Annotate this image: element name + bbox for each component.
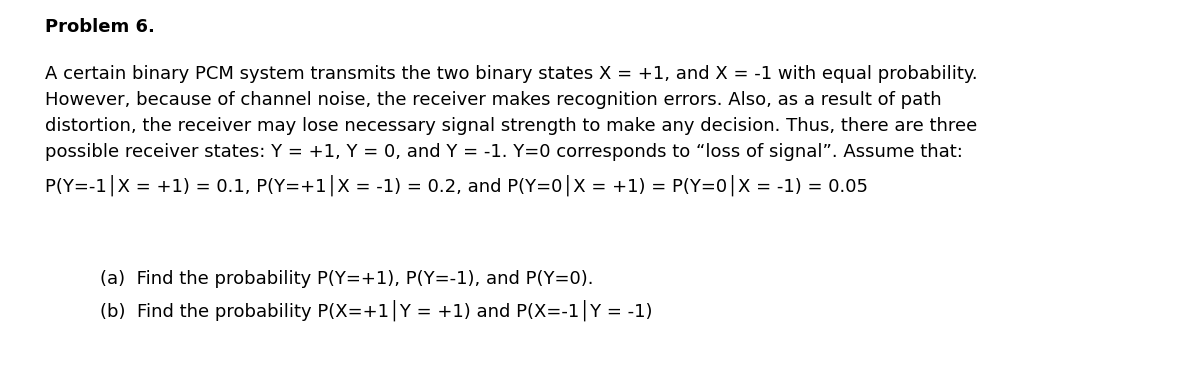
Text: P(Y=-1│X = +1) = 0.1, P(Y=+1│X = -1) = 0.2, and P(Y=0│X = +1) = P(Y=0│X = -1) = : P(Y=-1│X = +1) = 0.1, P(Y=+1│X = -1) = 0…: [46, 175, 868, 196]
Text: A certain binary PCM system transmits the two binary states X = +1, and X = -1 w: A certain binary PCM system transmits th…: [46, 65, 978, 83]
Text: possible receiver states: Y = +1, Y = 0, and Y = -1. Y=0 corresponds to “loss of: possible receiver states: Y = +1, Y = 0,…: [46, 143, 962, 161]
Text: distortion, the receiver may lose necessary signal strength to make any decision: distortion, the receiver may lose necess…: [46, 117, 977, 135]
Text: (a)  Find the probability P(Y=+1), P(Y=-1), and P(Y=0).: (a) Find the probability P(Y=+1), P(Y=-1…: [100, 270, 594, 288]
Text: However, because of channel noise, the receiver makes recognition errors. Also, : However, because of channel noise, the r…: [46, 91, 942, 109]
Text: (b)  Find the probability P(X=+1│Y = +1) and P(X=-1│Y = -1): (b) Find the probability P(X=+1│Y = +1) …: [100, 300, 653, 322]
Text: Problem 6.: Problem 6.: [46, 18, 155, 36]
